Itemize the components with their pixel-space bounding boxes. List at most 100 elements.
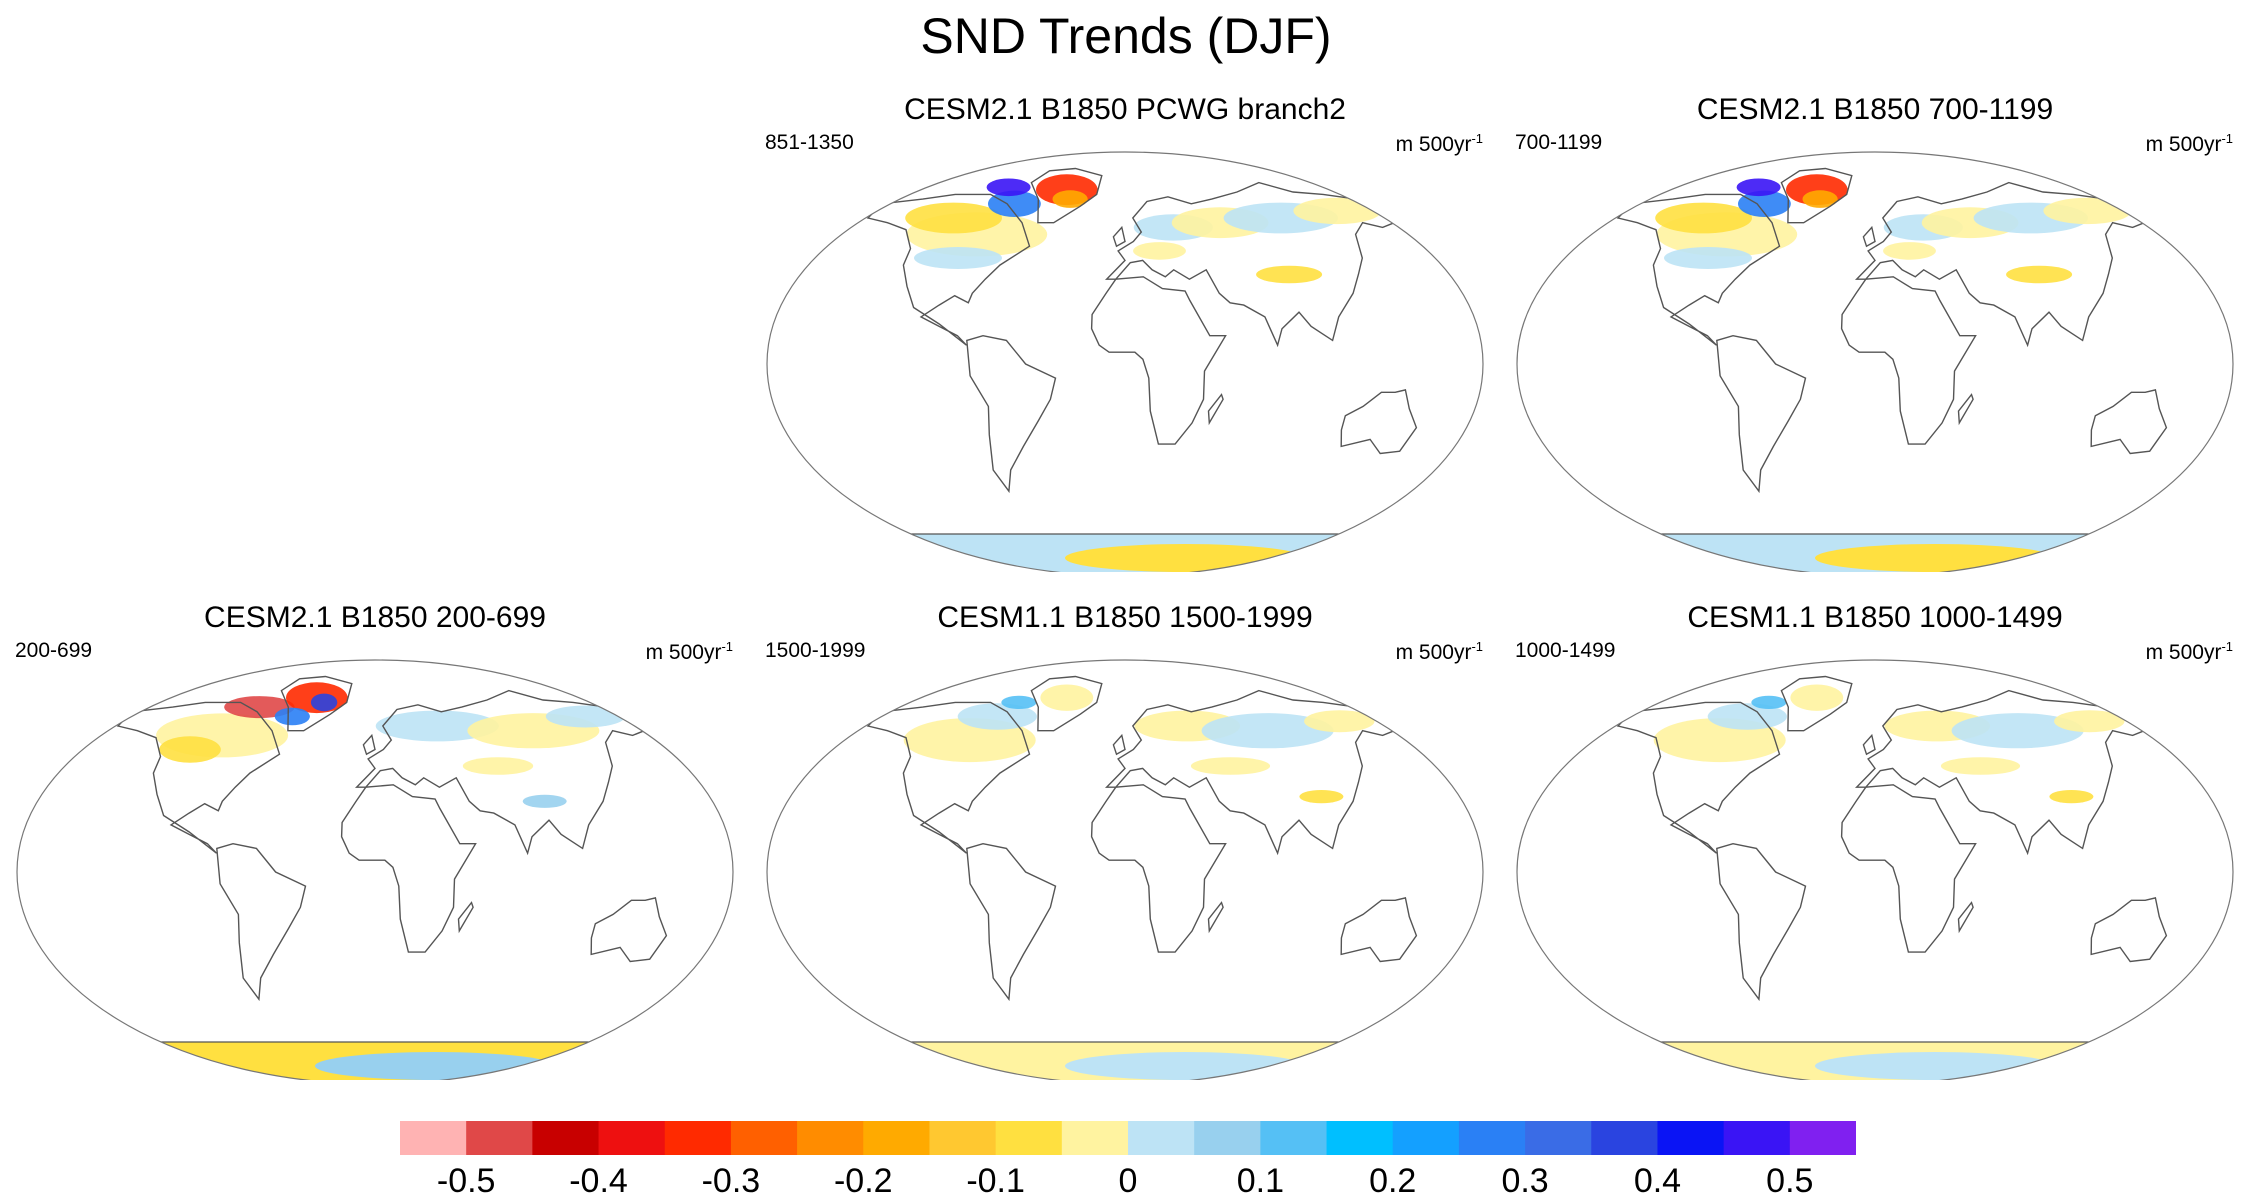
coastline [1112, 225, 1126, 248]
panel-title: CESM2.1 B1850 PCWG branch2 [904, 93, 1346, 126]
snow-trend-patch [545, 705, 626, 728]
map-panel-cesm11-1500: CESM1.1 B1850 1500-1999 1500-1999 m 500y… [755, 600, 1495, 1080]
coastline [2090, 389, 2168, 455]
snow-trend-patch [2006, 265, 2073, 284]
snow-trend-patch [159, 736, 221, 763]
colorbar-swatch [1194, 1121, 1261, 1155]
coastline [1862, 225, 1876, 248]
colorbar-swatch [1525, 1121, 1592, 1155]
snow-trend-patch [375, 710, 499, 742]
panel-title: CESM2.1 B1850 200-699 [204, 601, 546, 634]
colorbar-swatch [1789, 1121, 1856, 1155]
units-base: m 500yr [2145, 641, 2222, 664]
colorbar-tick-label: -0.2 [833, 1162, 893, 1200]
coastline [866, 193, 1031, 346]
map-border [1516, 151, 2234, 572]
snow-trend-patch [1133, 242, 1186, 260]
colorbar-swatch [929, 1121, 997, 1155]
units-base: m 500yr [2145, 133, 2222, 156]
snow-trend-patch [1052, 190, 1088, 208]
colorbar-swatch [797, 1121, 864, 1155]
panel-title: CESM1.1 B1850 1500-1999 [937, 601, 1313, 634]
snow-trend-patch [2054, 710, 2125, 733]
period-label: 851-1350 [765, 131, 854, 154]
period-label: 700-1199 [1515, 131, 1603, 154]
units-exponent: -1 [1471, 131, 1483, 146]
coastline [1090, 784, 1227, 953]
units-label: m 500yr-1 [2146, 126, 2233, 158]
units-base: m 500yr [1395, 641, 1472, 664]
snow-trend-patch [1040, 684, 1094, 711]
map-border [766, 151, 1484, 572]
coastline [1616, 701, 1781, 854]
coastline [1616, 193, 1781, 346]
coastline [457, 901, 474, 934]
units-label: m 500yr-1 [1396, 126, 1483, 158]
units-exponent: -1 [2221, 131, 2233, 146]
snow-trend-patch [1299, 790, 1344, 804]
snow-trend-patch [1304, 710, 1375, 733]
map-canvas [1516, 151, 2234, 572]
map-canvas [1516, 659, 2234, 1080]
coastline [1716, 334, 1807, 494]
snow-trend-patch [914, 247, 1002, 269]
snow-trend-patch [1201, 713, 1334, 749]
units-base: m 500yr [1395, 133, 1472, 156]
units-exponent: -1 [2221, 639, 2233, 654]
map-canvas [16, 659, 734, 1080]
coastline [1340, 389, 1418, 455]
coastline [1840, 784, 1977, 953]
panel-title: CESM2.1 B1850 700-1199 [1696, 93, 2054, 126]
snow-trend-patch [1736, 178, 1781, 197]
colorbar-swatch [1392, 1121, 1460, 1155]
snow-trend-patch [274, 707, 310, 726]
coastline [1840, 276, 1977, 445]
units-label: m 500yr-1 [1396, 634, 1483, 666]
snow-trend-patch [905, 202, 1002, 234]
coastline [1207, 393, 1224, 426]
coastline [1780, 167, 1853, 224]
colorbar-swatch [863, 1121, 930, 1155]
coastline [1340, 897, 1418, 963]
snow-trend-patch [1001, 695, 1037, 709]
colorbar-tick-label: 0.1 [1236, 1162, 1284, 1200]
coastline [1862, 733, 1876, 756]
map-border [766, 659, 1484, 1080]
snow-trend-patch [986, 178, 1031, 197]
colorbar-swatch [1128, 1121, 1195, 1155]
coastline [866, 701, 1031, 854]
colorbar-swatch [1326, 1121, 1394, 1155]
snow-trend-patch [1190, 757, 1271, 775]
units-base: m 500yr [645, 641, 722, 664]
colorbar-tick-label: -0.1 [966, 1162, 1025, 1200]
colorbar-swatch [1458, 1121, 1526, 1155]
panel-title: CESM1.1 B1850 1000-1499 [1687, 601, 2063, 634]
figure-title: SND Trends (DJF) [920, 8, 1332, 64]
snow-trend-patch [1707, 703, 1787, 730]
colorbar-swatch [1260, 1121, 1328, 1155]
colorbar-swatch [532, 1121, 600, 1155]
snow-trend-patch [957, 703, 1037, 730]
snow-trend-patch [2043, 197, 2132, 225]
units-exponent: -1 [1471, 639, 1483, 654]
colorbar-tick-label: -0.4 [569, 1162, 628, 1200]
map-panel-branch2: CESM2.1 B1850 PCWG branch2 851-1350 m 50… [755, 92, 1495, 572]
coastline [116, 701, 281, 854]
coastline [1090, 276, 1227, 445]
snow-trend-patch [988, 190, 1041, 217]
map-border [16, 659, 734, 1080]
coastline [966, 334, 1057, 494]
coastline [362, 733, 376, 756]
coastline [1030, 675, 1103, 732]
units-exponent: -1 [721, 639, 733, 654]
colorbar-swatch [995, 1121, 1063, 1155]
snow-trend-patch [1751, 695, 1787, 709]
colorbar-swatch [664, 1121, 732, 1155]
snow-trend-patch [1293, 197, 1382, 225]
coastline [1854, 181, 2146, 348]
snow-trend-patch [1951, 713, 2084, 749]
colorbar-swatch [1723, 1121, 1791, 1155]
colorbar-swatch [1657, 1121, 1725, 1155]
coastline [1207, 901, 1224, 934]
coastline [1957, 901, 1974, 934]
